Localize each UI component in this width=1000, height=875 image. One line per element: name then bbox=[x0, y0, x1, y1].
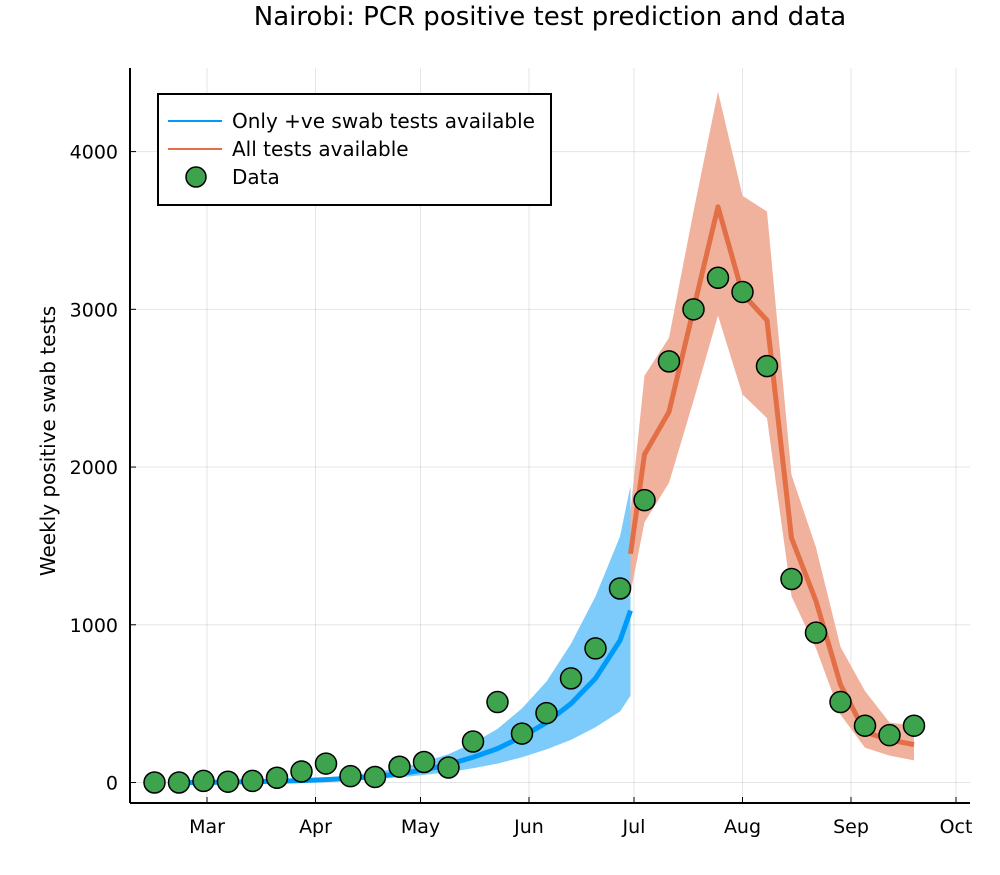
data-point bbox=[486, 690, 509, 714]
x-tick-label: Sep bbox=[833, 816, 869, 838]
data-point bbox=[167, 771, 191, 794]
data-point bbox=[755, 354, 779, 378]
data-point bbox=[559, 667, 583, 690]
data-point bbox=[412, 750, 436, 774]
y-tick-label: 3000 bbox=[70, 299, 118, 321]
data-point bbox=[290, 760, 313, 783]
confidence-bands bbox=[179, 91, 914, 783]
data-point bbox=[706, 266, 730, 290]
data-point bbox=[584, 637, 607, 660]
legend-label-all-tests: All tests available bbox=[232, 137, 409, 161]
data-point bbox=[657, 350, 681, 373]
y-tick-label: 2000 bbox=[70, 457, 118, 479]
data-point bbox=[314, 752, 338, 775]
x-tick-label: Jun bbox=[513, 816, 544, 838]
data-point bbox=[853, 714, 877, 737]
x-tick-labels: Mar Apr May Jun Jul Aug Sep Oct bbox=[189, 816, 972, 838]
data-point bbox=[265, 766, 289, 790]
chart-title: Nairobi: PCR positive test prediction an… bbox=[254, 2, 846, 32]
x-tick-label: Mar bbox=[189, 816, 225, 838]
legend: Only +ve swab tests available All tests … bbox=[157, 93, 552, 206]
axes bbox=[129, 68, 970, 804]
data-point bbox=[535, 701, 558, 725]
data-point bbox=[363, 765, 387, 789]
data-point bbox=[902, 714, 926, 737]
legend-label-only-positive: Only +ve swab tests available bbox=[232, 109, 535, 133]
data-point bbox=[388, 755, 411, 778]
all-tests-band bbox=[630, 91, 914, 761]
x-tick-label: Jul bbox=[622, 816, 646, 838]
y-tick-label: 1000 bbox=[70, 615, 118, 637]
legend-box bbox=[157, 93, 552, 206]
x-tick-label: May bbox=[401, 816, 440, 838]
data-point bbox=[780, 567, 803, 591]
data-point bbox=[216, 770, 240, 793]
data-point bbox=[633, 488, 656, 512]
data-point bbox=[682, 298, 705, 321]
data-points bbox=[143, 266, 926, 794]
legend-swatch-data bbox=[185, 166, 207, 188]
data-point bbox=[731, 280, 754, 304]
data-point bbox=[608, 577, 632, 600]
y-axis-label: Weekly positive swab tests bbox=[36, 306, 60, 576]
data-point bbox=[437, 756, 460, 779]
data-point bbox=[241, 769, 264, 793]
data-point bbox=[339, 764, 362, 788]
data-point bbox=[510, 722, 534, 745]
y-tick-labels: 0 1000 2000 3000 4000 bbox=[70, 142, 118, 795]
data-point bbox=[804, 621, 828, 644]
x-tick-label: Apr bbox=[299, 816, 332, 838]
data-point bbox=[192, 769, 215, 793]
y-tick-label: 0 bbox=[106, 772, 118, 794]
y-tick-label: 4000 bbox=[70, 142, 118, 164]
x-tick-label: Aug bbox=[724, 816, 761, 838]
data-point bbox=[461, 730, 485, 753]
data-point bbox=[829, 690, 852, 714]
data-point bbox=[143, 771, 166, 794]
x-tick-label: Oct bbox=[940, 816, 973, 838]
data-point bbox=[878, 723, 901, 747]
only-positive-band bbox=[179, 485, 631, 783]
legend-label-data: Data bbox=[232, 165, 280, 189]
